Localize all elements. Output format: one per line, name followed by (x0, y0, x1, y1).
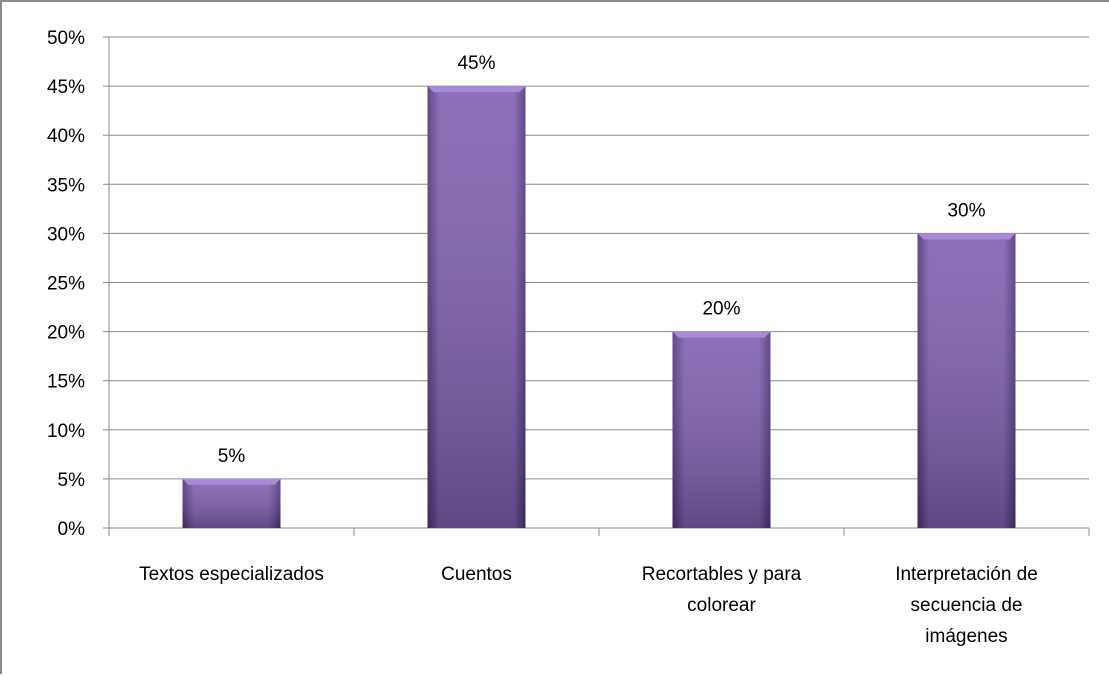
bar-shade (182, 478, 281, 528)
data-label: 30% (947, 200, 985, 221)
data-label: 20% (702, 299, 740, 320)
y-tick-labels: 0% 5% 10% 15% 20% 25% 30% 35% 40% 45% 50% (47, 28, 85, 540)
bar-top-bevel (182, 478, 281, 485)
y-tick-label: 15% (47, 372, 85, 393)
bar (917, 233, 1016, 528)
x-tick-label: Cuentos (441, 564, 512, 585)
x-tick-label: Textos especializados (139, 564, 324, 585)
bar-top-bevel (427, 86, 526, 93)
y-tick-label: 50% (47, 28, 85, 49)
data-label: 45% (457, 53, 495, 74)
x-tick-label: Recortables y para (642, 564, 802, 585)
data-labels: 5% 45% 20% 30% (218, 53, 986, 467)
y-tick-label: 30% (47, 224, 85, 245)
y-tick-label: 45% (47, 77, 85, 98)
bar (672, 331, 771, 528)
y-tick-label: 5% (58, 470, 86, 491)
bar-top-bevel (672, 331, 771, 338)
y-tick-label: 25% (47, 274, 85, 295)
y-tick-label: 40% (47, 126, 85, 147)
bar-shade (672, 331, 771, 528)
x-tick-label: colorear (687, 595, 756, 616)
bar (427, 86, 526, 528)
data-label: 5% (218, 446, 246, 467)
x-tick-label: imágenes (925, 626, 1007, 647)
y-tick-label: 20% (47, 323, 85, 344)
x-tick-label: Interpretación de (895, 564, 1038, 585)
bar (182, 478, 281, 528)
bar-shade (427, 86, 526, 528)
bar-top-bevel (917, 233, 1016, 240)
y-tick-label: 35% (47, 175, 85, 196)
bars (182, 86, 1016, 528)
x-tick-label: secuencia de (911, 595, 1023, 616)
gridlines (109, 36, 1089, 480)
y-tick-label: 10% (47, 421, 85, 442)
x-tick-labels: Textos especializados Cuentos Recortables … (139, 564, 1038, 647)
y-tick-label: 0% (58, 519, 86, 540)
bar-shade (917, 233, 1016, 528)
